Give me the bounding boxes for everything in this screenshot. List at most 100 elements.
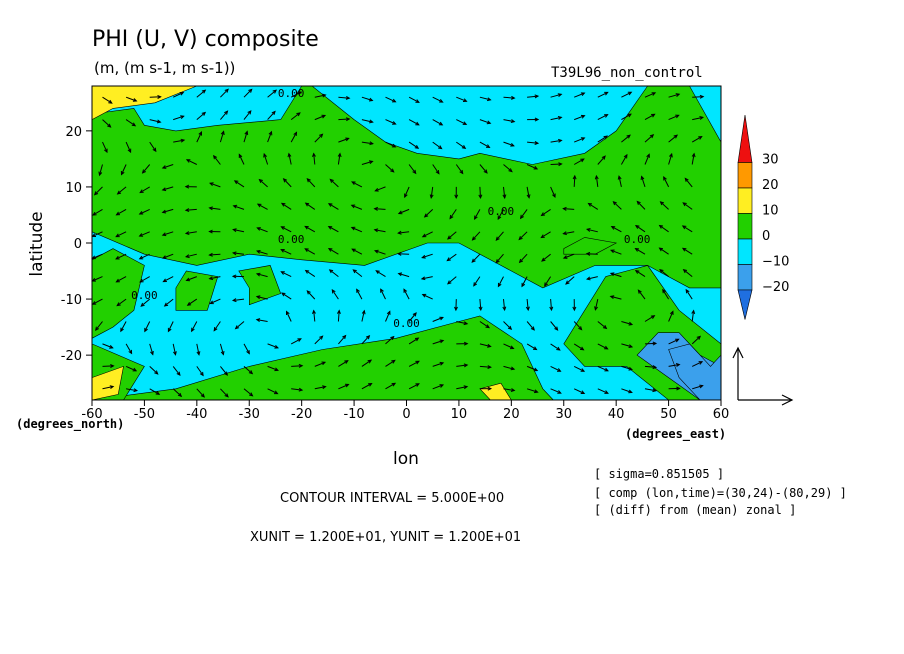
chart-title: PHI (U, V) composite [92, 27, 319, 52]
wind-arrow [447, 276, 457, 285]
wind-arrow [408, 96, 420, 103]
wind-arrow [620, 153, 628, 165]
wind-arrow [125, 343, 133, 355]
wind-arrow [286, 310, 292, 322]
wind-arrow [361, 359, 373, 367]
unit-vector-scale: XUNIT = 1.200E+01, YUNIT = 1.200E+01 [250, 530, 521, 545]
wind-arrow [314, 385, 327, 390]
wind-arrow [267, 343, 279, 349]
wind-arrow [120, 164, 127, 176]
wind-arrow [243, 130, 249, 143]
wind-arrow [290, 131, 298, 143]
wind-arrow [184, 231, 197, 235]
wind-arrow [161, 164, 174, 169]
wind-arrow [479, 164, 488, 174]
info-line: [ (diff) from (mean) zonal ] [594, 503, 796, 517]
wind-arrow [352, 269, 363, 277]
colorbar-segment [737, 114, 753, 163]
wind-arrow [432, 384, 445, 390]
wind-arrow [336, 309, 341, 322]
wind-arrow [351, 248, 363, 255]
wind-arrow [597, 388, 609, 394]
wind-arrow [385, 335, 395, 345]
wind-arrow [267, 365, 279, 372]
wind-arrow [375, 270, 386, 278]
wind-arrow [125, 96, 138, 102]
wind-arrow [421, 293, 433, 300]
wind-arrow [550, 343, 561, 351]
axes: -60 -50 -40 -30 -20 -10 0 10 20 30 40 50 60 -20 -10 0 10… [61, 85, 729, 422]
wind-arrow [125, 365, 138, 372]
wind-arrow [432, 339, 445, 345]
wind-arrow [408, 312, 417, 322]
wind-arrow [361, 382, 373, 390]
wind-arrow [140, 298, 151, 307]
wind-arrow [408, 360, 420, 367]
wind-arrow [497, 209, 504, 220]
chart-subtitle: (m, (m s-1, m s-1)) [94, 59, 235, 77]
wind-arrow [361, 309, 366, 322]
wind-arrow [621, 388, 633, 394]
wind-arrow [234, 321, 245, 330]
wind-arrow [408, 337, 420, 345]
wind-arrow [138, 208, 150, 215]
wind-arrow [115, 231, 127, 238]
wind-arrow [692, 116, 705, 121]
wind-arrow [609, 272, 622, 278]
wind-arrow [213, 321, 221, 332]
wind-arrow [585, 276, 598, 281]
wind-arrow [102, 364, 115, 369]
wind-arrow [95, 321, 103, 331]
wind-arrow [290, 338, 302, 345]
wind-arrow [574, 137, 586, 143]
wind-arrow [544, 276, 552, 287]
wind-arrow [691, 309, 696, 322]
wind-arrow [314, 114, 327, 121]
wind-arrow [518, 231, 528, 241]
colorbar-segment [737, 162, 753, 189]
wind-arrow [338, 95, 351, 100]
wind-arrow [102, 385, 115, 390]
info-line: [ sigma=0.851505 ] [594, 467, 724, 481]
wind-arrow [408, 383, 420, 390]
wind-arrow [102, 96, 113, 104]
wind-arrow [231, 274, 245, 279]
wind-arrow [161, 186, 174, 192]
wind-arrow [503, 388, 516, 392]
wind-arrow [572, 299, 577, 312]
wind-arrow [314, 335, 324, 345]
wind-arrow [231, 298, 245, 303]
wind-arrow [361, 160, 374, 165]
wind-arrow [408, 164, 417, 175]
wind-arrow [267, 388, 279, 395]
wind-arrow [338, 334, 347, 345]
wind-arrow [92, 208, 103, 216]
wind-arrow [91, 298, 103, 305]
wind-arrow [267, 89, 277, 98]
wind-arrow [456, 96, 468, 102]
wind-arrow [208, 252, 221, 257]
x-tick-label: 30 [555, 407, 572, 422]
contour-label: 0.00 [278, 87, 305, 100]
wind-arrow [540, 208, 551, 217]
wind-arrow [385, 164, 395, 173]
y-tick-label: -10 [61, 293, 82, 308]
wind-arrow [304, 225, 316, 233]
wind-arrow [280, 202, 292, 210]
wind-arrow [238, 153, 245, 165]
wind-arrow [594, 298, 599, 311]
wind-arrow [373, 228, 386, 233]
wind-arrow [196, 366, 204, 377]
wind-arrow [541, 253, 551, 262]
wind-arrow [232, 204, 245, 210]
colorbar-label: 10 [762, 204, 779, 219]
wind-arrow [495, 231, 504, 241]
wind-arrow [495, 253, 504, 264]
wind-arrow [351, 181, 363, 188]
wind-arrow [562, 253, 575, 259]
wind-arrow [350, 204, 363, 210]
wind-arrow [663, 175, 670, 188]
wind-arrow [243, 88, 253, 98]
wind-arrow [256, 203, 268, 210]
wind-arrow [338, 360, 349, 367]
